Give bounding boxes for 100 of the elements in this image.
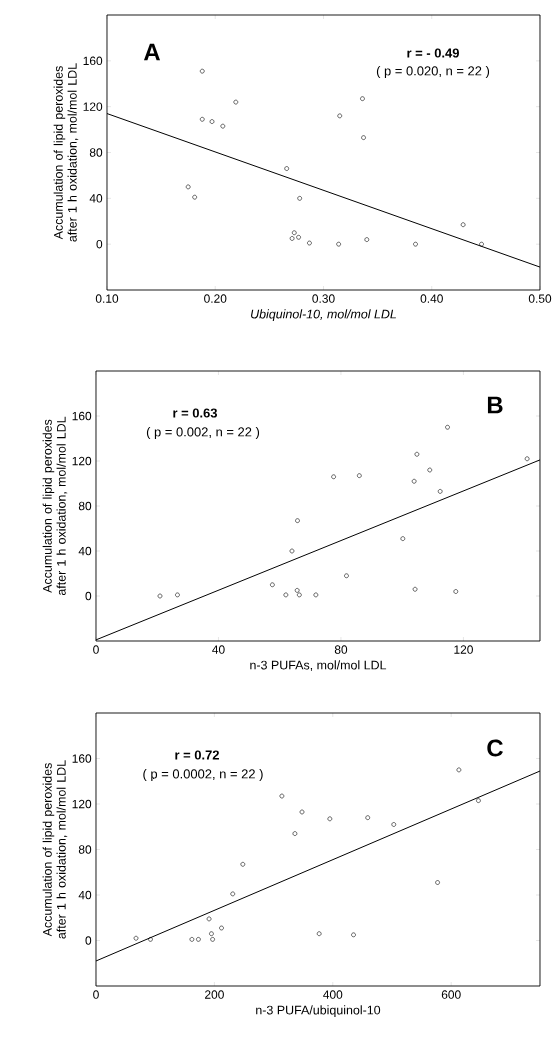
x-axis-title: n-3 PUFA/ubiquinol-10 [256, 1005, 381, 1017]
point [351, 932, 356, 938]
point [391, 822, 397, 827]
point [437, 489, 443, 494]
point [307, 240, 312, 246]
point [289, 548, 295, 554]
point [365, 815, 371, 820]
y-axis-title: Accumulation of lipid peroxides after 1 h oxidation, mol/mol LDL [42, 760, 68, 939]
y-axis-title: Accumulation of lipid peroxides after 1 h oxidation, mol/mol LDL [42, 416, 68, 596]
point [196, 937, 201, 942]
x-tick-label: 0.20 [204, 294, 227, 303]
point [297, 196, 302, 201]
point [453, 589, 459, 594]
annotation: ( p = 0.0002, n = 22 ) [143, 768, 263, 782]
point [414, 451, 420, 457]
point [192, 194, 197, 200]
point [210, 937, 215, 942]
point [233, 99, 239, 105]
point [400, 536, 406, 541]
x-tick-label: 400 [323, 990, 343, 999]
point [337, 113, 343, 119]
point [411, 478, 417, 484]
point [284, 166, 289, 171]
point [283, 592, 289, 598]
point [344, 573, 349, 579]
y-axis-title: Accumulation of lipid peroxides after 1 h oxidation, mol/mol LDL [53, 63, 79, 242]
point [157, 593, 163, 599]
point [209, 931, 214, 936]
y-tick-label: 160 [83, 56, 103, 66]
annotation: ( p = 0.020, n = 22 ) [376, 65, 490, 79]
point [364, 237, 370, 242]
point [199, 116, 205, 122]
point [313, 592, 319, 598]
x-tick-label: 0.40 [420, 294, 443, 303]
x-tick-label: 200 [205, 990, 224, 999]
point [189, 937, 195, 942]
y-tick-label: 120 [72, 456, 92, 466]
point [294, 588, 300, 593]
point [279, 793, 285, 799]
y-tick-label: 160 [72, 411, 92, 421]
annotation: A [143, 43, 161, 61]
x-tick-label: 0.10 [95, 294, 119, 303]
point [230, 891, 236, 897]
point [316, 931, 322, 936]
point [148, 937, 153, 942]
point [199, 68, 205, 74]
annotation: r = 0.63 [173, 408, 218, 418]
x-tick-label: 0.30 [312, 294, 335, 303]
point [427, 467, 433, 473]
x-tick-label: 600 [441, 990, 461, 999]
point [331, 474, 336, 480]
point [296, 235, 301, 240]
point [209, 119, 215, 124]
point [445, 424, 450, 430]
point [299, 809, 305, 815]
x-axis-title: Ubiquinol-10, mol/mol LDL [251, 309, 396, 321]
point [291, 230, 297, 236]
y-tick-label: 40 [78, 546, 92, 556]
x-tick-label: 0.50 [528, 294, 552, 303]
point [270, 582, 275, 588]
point [297, 592, 302, 598]
annotation: ( p = 0.002, n = 22 ) [146, 426, 260, 440]
y-tick-label: 40 [89, 194, 103, 203]
y-tick-label: 0 [85, 591, 92, 601]
point [185, 184, 191, 190]
y-tick-label: 120 [72, 799, 92, 809]
point [412, 586, 418, 592]
point [435, 880, 440, 885]
annotation: B [487, 396, 503, 414]
point [456, 767, 462, 773]
x-tick-label: 80 [334, 645, 348, 654]
y-tick-label: 0 [85, 936, 92, 945]
point [327, 816, 333, 822]
y-tick-label: 0 [96, 239, 103, 249]
point [360, 96, 365, 101]
point [460, 222, 466, 227]
y-tick-label: 40 [78, 890, 92, 900]
point [357, 473, 362, 478]
y-tick-label: 80 [89, 148, 103, 157]
x-tick-label: 120 [454, 645, 473, 654]
annotation: r = 0.72 [175, 750, 219, 760]
point [289, 236, 295, 241]
point [220, 123, 226, 129]
point [361, 135, 366, 140]
point [413, 241, 418, 247]
y-tick-label: 80 [78, 501, 92, 511]
point [336, 241, 341, 247]
point [133, 935, 139, 941]
point [206, 916, 212, 922]
y-tick-label: 120 [83, 102, 103, 111]
point [479, 241, 484, 247]
annotation: C [487, 739, 503, 757]
point [219, 925, 224, 931]
point [295, 518, 300, 523]
point [476, 798, 481, 803]
point [292, 831, 298, 836]
x-axis-title: n-3 PUFAs, mol/mol LDL [250, 660, 387, 671]
point [175, 592, 180, 598]
y-tick-label: 80 [78, 845, 92, 854]
x-tick-label: 40 [212, 645, 225, 654]
